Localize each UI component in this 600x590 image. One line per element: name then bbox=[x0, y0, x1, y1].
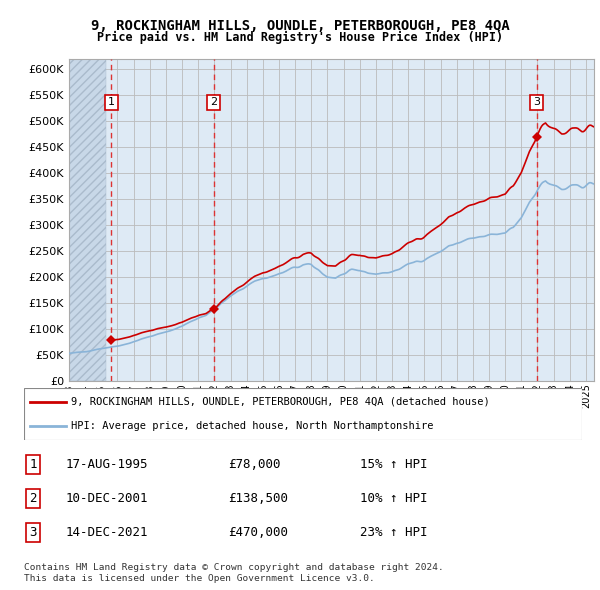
Text: 2: 2 bbox=[210, 97, 217, 107]
Text: Contains HM Land Registry data © Crown copyright and database right 2024.: Contains HM Land Registry data © Crown c… bbox=[24, 563, 444, 572]
Text: 15% ↑ HPI: 15% ↑ HPI bbox=[360, 458, 427, 471]
Text: £470,000: £470,000 bbox=[228, 526, 288, 539]
Text: £138,500: £138,500 bbox=[228, 492, 288, 505]
Text: 3: 3 bbox=[533, 97, 540, 107]
Text: 9, ROCKINGHAM HILLS, OUNDLE, PETERBOROUGH, PE8 4QA (detached house): 9, ROCKINGHAM HILLS, OUNDLE, PETERBOROUG… bbox=[71, 396, 490, 407]
Bar bbox=[69, 59, 106, 381]
Text: £78,000: £78,000 bbox=[228, 458, 281, 471]
Text: Price paid vs. HM Land Registry's House Price Index (HPI): Price paid vs. HM Land Registry's House … bbox=[97, 31, 503, 44]
Text: 14-DEC-2021: 14-DEC-2021 bbox=[66, 526, 149, 539]
Text: 2: 2 bbox=[29, 492, 37, 505]
Text: 9, ROCKINGHAM HILLS, OUNDLE, PETERBOROUGH, PE8 4QA: 9, ROCKINGHAM HILLS, OUNDLE, PETERBOROUG… bbox=[91, 19, 509, 33]
Text: HPI: Average price, detached house, North Northamptonshire: HPI: Average price, detached house, Nort… bbox=[71, 421, 434, 431]
Text: 1: 1 bbox=[108, 97, 115, 107]
Text: 17-AUG-1995: 17-AUG-1995 bbox=[66, 458, 149, 471]
Text: 10-DEC-2001: 10-DEC-2001 bbox=[66, 492, 149, 505]
Text: 1: 1 bbox=[29, 458, 37, 471]
Text: 23% ↑ HPI: 23% ↑ HPI bbox=[360, 526, 427, 539]
Text: 10% ↑ HPI: 10% ↑ HPI bbox=[360, 492, 427, 505]
Text: This data is licensed under the Open Government Licence v3.0.: This data is licensed under the Open Gov… bbox=[24, 574, 375, 583]
Text: 3: 3 bbox=[29, 526, 37, 539]
